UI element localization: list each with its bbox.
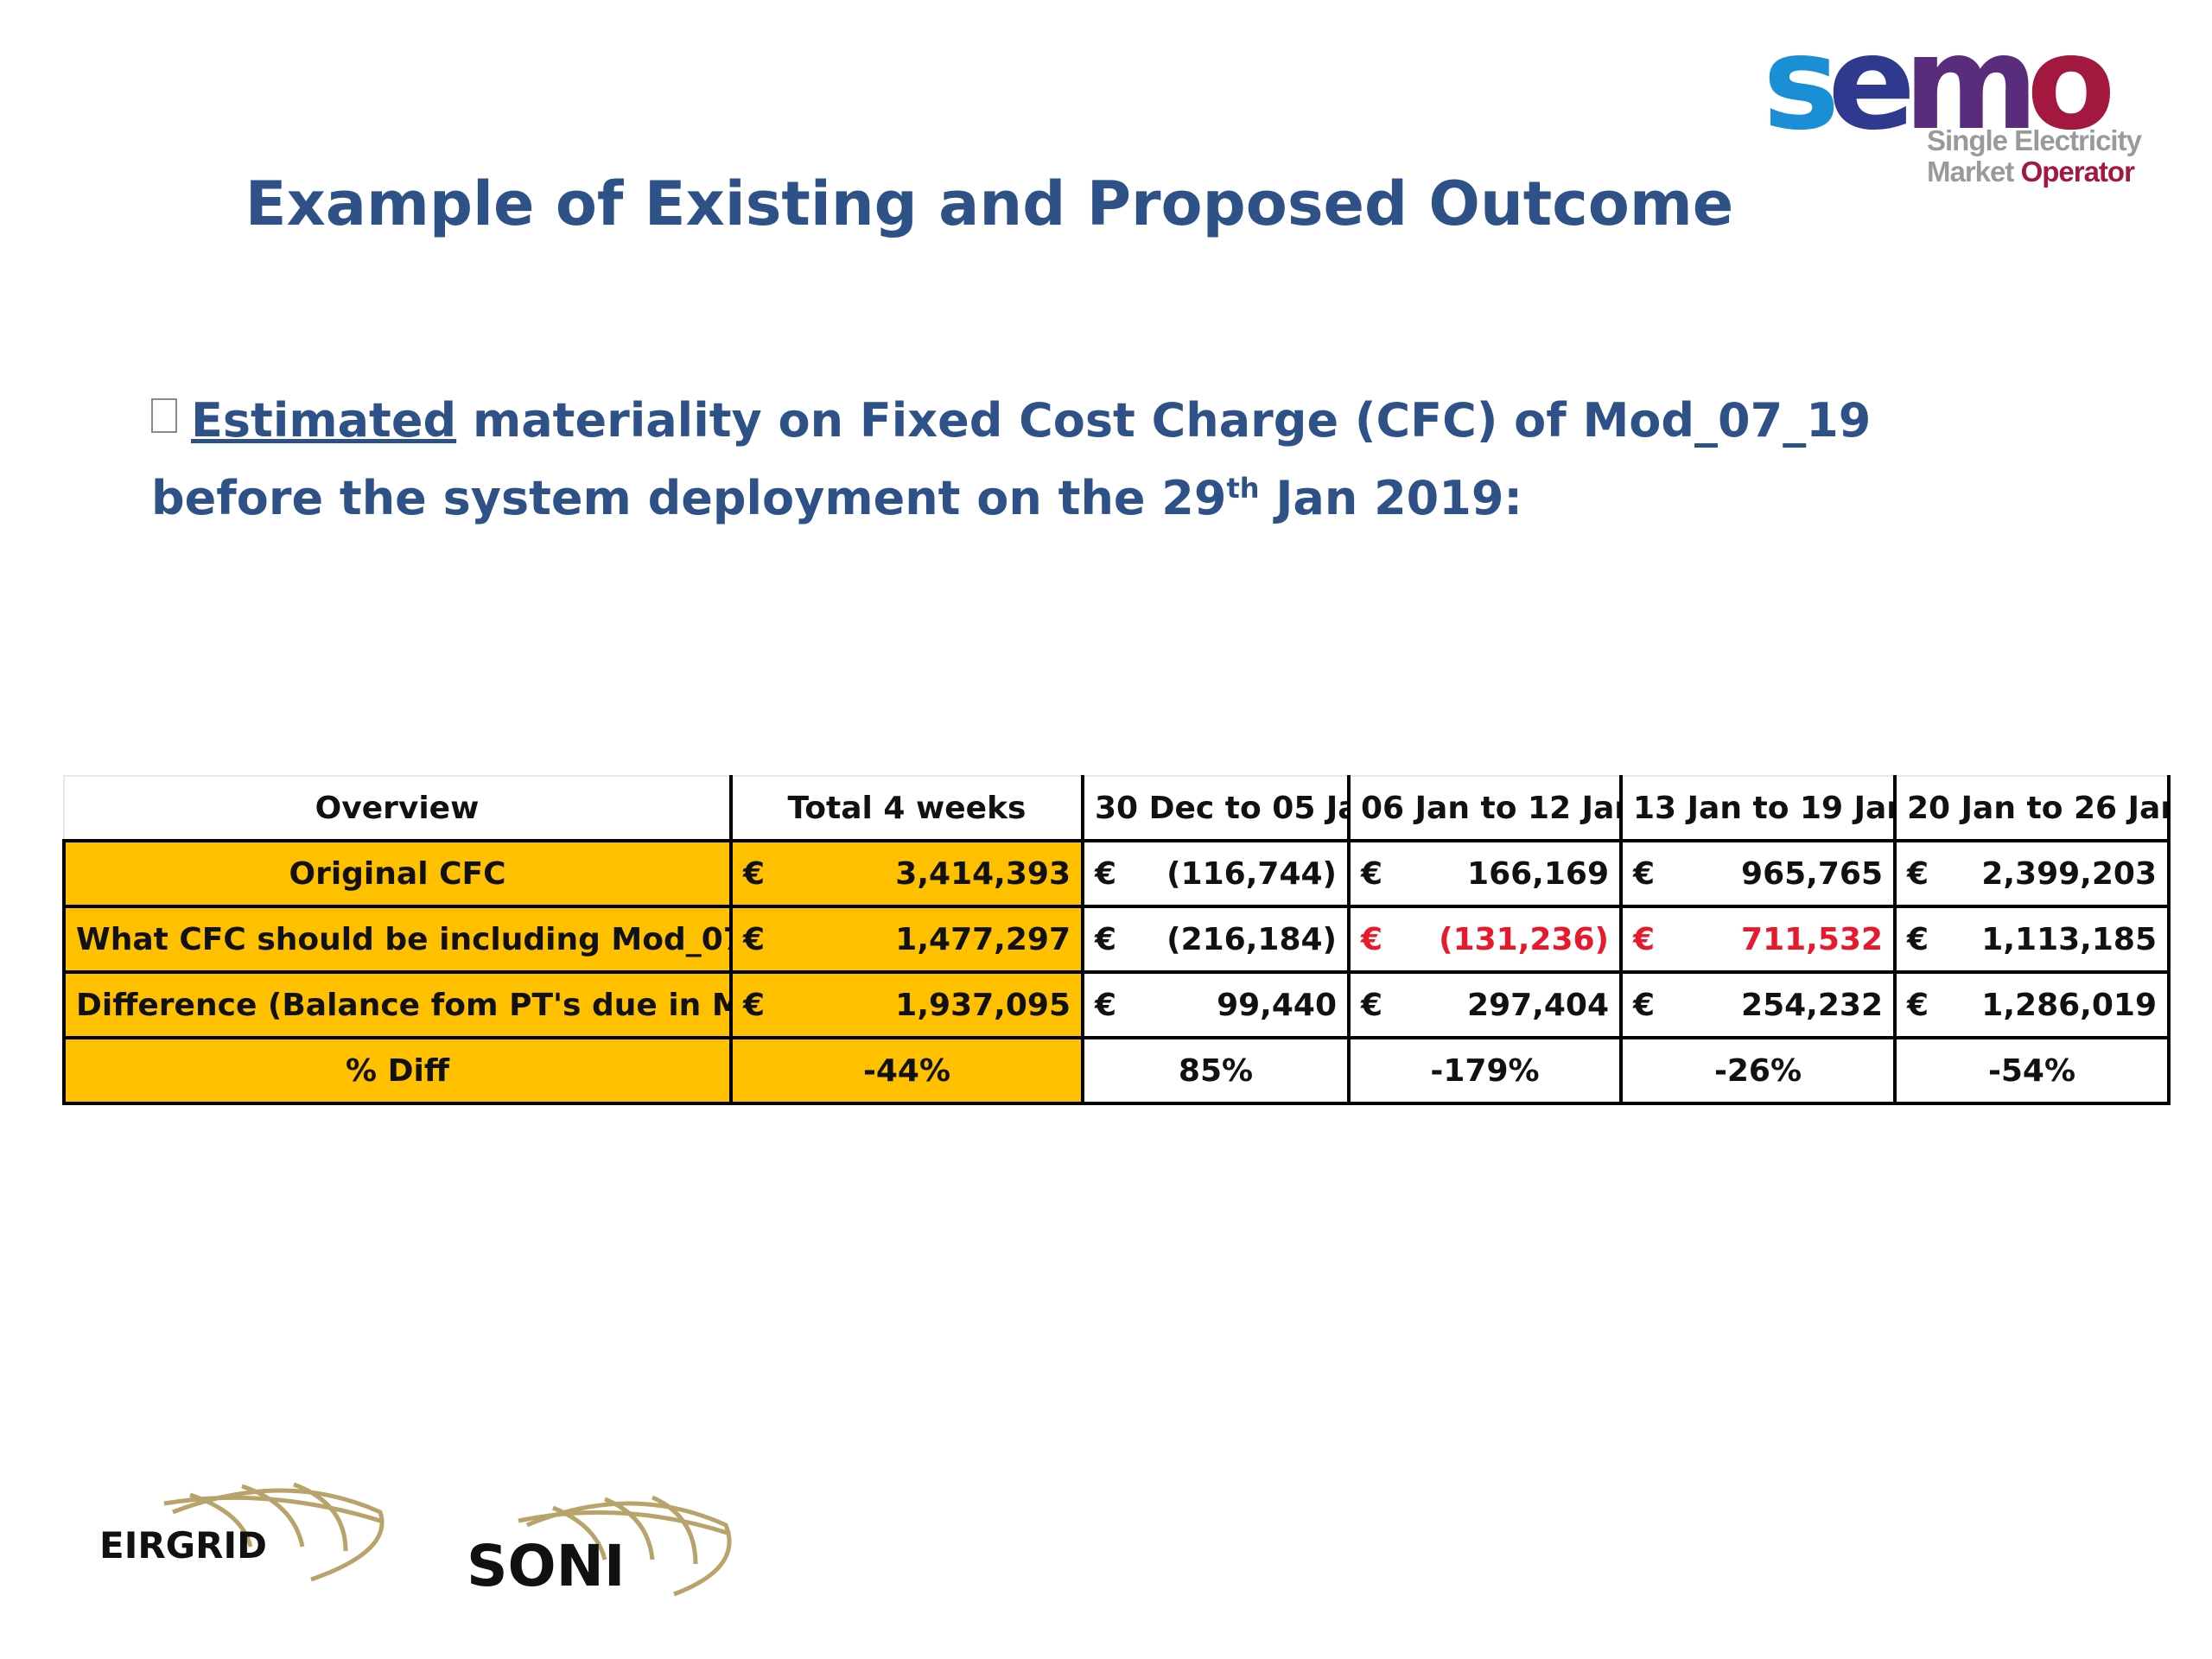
week-cell: €965,765 — [1619, 839, 1897, 908]
header-overview: Overview — [63, 775, 733, 842]
bullet-box-icon — [151, 398, 177, 433]
table-row: Original CFC €3,414,393 € (116,744) €166,… — [62, 839, 2171, 908]
row-label: % Diff — [62, 1036, 733, 1105]
week-cell: -179% — [1347, 1036, 1623, 1105]
soni-logo: SONI — [467, 1495, 732, 1599]
header-week-1: 30 Dec to 05 Jan — [1081, 775, 1351, 842]
week-cell: €254,232 — [1619, 970, 1897, 1039]
total-cell: €1,477,297 — [729, 905, 1084, 974]
bullet-paragraph: Estimated materiality on Fixed Cost Char… — [151, 393, 1872, 525]
bullet-underlined-word: Estimated — [191, 393, 457, 448]
table-header-row: Overview Total 4 weeks 30 Dec to 05 Jan … — [63, 775, 2171, 842]
week-cell-negative: € (131,236) — [1347, 905, 1623, 974]
header-week-4: 20 Jan to 26 Jan — [1893, 775, 2171, 842]
week-cell: -54% — [1893, 1036, 2171, 1105]
total-cell: -44% — [729, 1036, 1084, 1105]
total-cell: €3,414,393 — [729, 839, 1084, 908]
week-cell: -26% — [1619, 1036, 1897, 1105]
row-label: What CFC should be including Mod_07_19 — [62, 905, 733, 974]
eirgrid-logo: EIRGRID — [99, 1482, 385, 1582]
soni-logo-text: SONI — [467, 1533, 625, 1599]
week-cell: €1,286,019 — [1893, 970, 2171, 1039]
total-cell: €1,937,095 — [729, 970, 1084, 1039]
week-cell: €166,169 — [1347, 839, 1623, 908]
week-cell-highlight: €711,532 — [1619, 905, 1897, 974]
week-cell: 85% — [1081, 1036, 1351, 1105]
header-week-3: 13 Jan to 19 Jan — [1619, 775, 1897, 842]
table-row: What CFC should be including Mod_07_19 €… — [62, 905, 2171, 974]
week-cell: €1,113,185 — [1893, 905, 2171, 974]
page-title: Example of Existing and Proposed Outcome — [245, 168, 1734, 239]
eirgrid-logo-text: EIRGRID — [99, 1524, 267, 1567]
row-label: Original CFC — [62, 839, 733, 908]
week-cell: €297,404 — [1347, 970, 1623, 1039]
week-cell: € (116,744) — [1081, 839, 1351, 908]
week-cell: €99,440 — [1081, 970, 1351, 1039]
header-total: Total 4 weeks — [729, 775, 1084, 842]
semo-logo-wordmark: semo — [1763, 9, 2115, 159]
table-row-pct-diff: % Diff -44% 85% -179% -26% -54% — [62, 1036, 2171, 1105]
semo-logo-subtitle: Single Electricity Market Operator — [1927, 124, 2142, 188]
cfc-table: Overview Total 4 weeks 30 Dec to 05 Jan … — [62, 775, 2171, 1105]
header-week-2: 06 Jan to 12 Jan — [1347, 775, 1623, 842]
row-label: Difference (Balance fom PT's due in M+4) — [62, 970, 733, 1039]
semo-logo: semo Single Electricity Market Operator — [1763, 19, 2160, 199]
table-row: Difference (Balance fom PT's due in M+4)… — [62, 970, 2171, 1039]
week-cell: € (216,184) — [1081, 905, 1351, 974]
week-cell: €2,399,203 — [1893, 839, 2171, 908]
